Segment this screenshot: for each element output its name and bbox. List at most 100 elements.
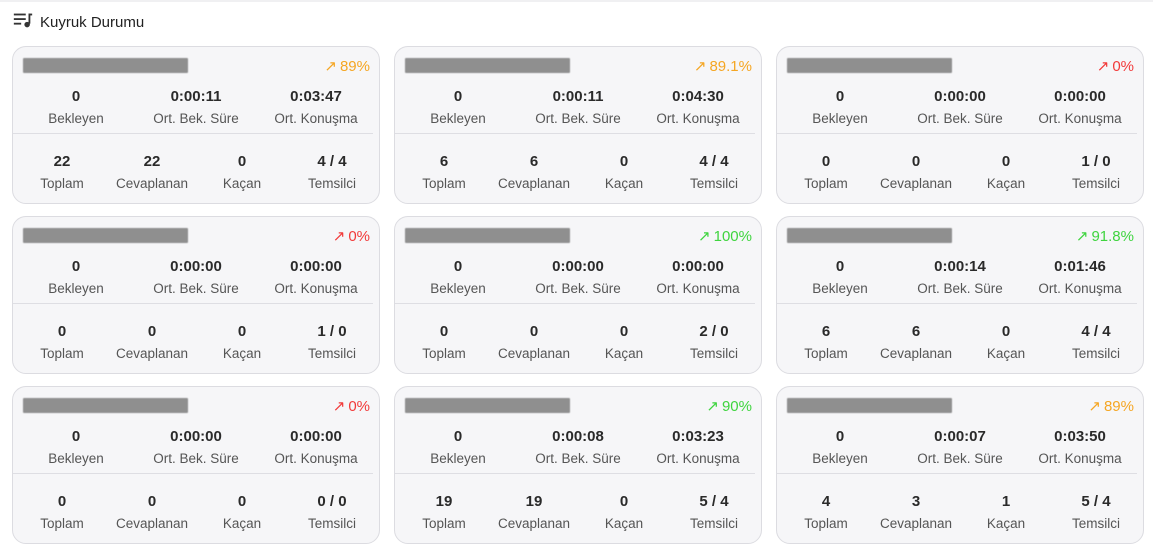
queue-name-redacted xyxy=(787,398,952,413)
stat-value: 0:04:30 xyxy=(672,88,724,105)
stat-label: Ort. Bek. Süre xyxy=(153,111,239,126)
queue-card[interactable]: ↗ 89% 0 Bekleyen 0:00:11 Ort. Bek. Süre … xyxy=(12,46,380,204)
stat-label: Bekleyen xyxy=(430,281,486,296)
stat-ort-bek-sure: 0:00:00 Ort. Bek. Süre xyxy=(900,87,1020,128)
queue-name-redacted xyxy=(405,228,570,243)
stat-ort-konusma: 0:03:50 Ort. Konuşma xyxy=(1020,427,1140,468)
stat-label: Ort. Bek. Süre xyxy=(917,451,1003,466)
stat-bekleyen: 0 Bekleyen xyxy=(398,257,518,298)
stat-value: 0:00:14 xyxy=(934,258,986,275)
stats-bottom-row: 0 Toplam 0 Cevaplanan 0 Kaçan 2 / 0 Tems… xyxy=(399,322,759,363)
queue-card[interactable]: ↗ 91.8% 0 Bekleyen 0:00:14 Ort. Bek. Sür… xyxy=(776,216,1144,374)
stat-value: 0 xyxy=(821,153,831,170)
stat-value: 0 xyxy=(147,493,157,510)
stat-ort-bek-sure: 0:00:00 Ort. Bek. Süre xyxy=(136,427,256,468)
queue-card[interactable]: ↗ 89% 0 Bekleyen 0:00:07 Ort. Bek. Süre … xyxy=(776,386,1144,544)
stats-top-row: 0 Bekleyen 0:00:00 Ort. Bek. Süre 0:00:0… xyxy=(780,87,1140,128)
service-level-badge: ↗ 0% xyxy=(332,227,370,246)
stat-value: 0:00:00 xyxy=(672,258,724,275)
queue-card[interactable]: ↗ 0% 0 Bekleyen 0:00:00 Ort. Bek. Süre 0… xyxy=(776,46,1144,204)
stat-temsilci: 5 / 4 Temsilci xyxy=(669,492,759,533)
stat-label: Toplam xyxy=(422,176,466,191)
stat-label: Bekleyen xyxy=(812,451,868,466)
stat-label: Ort. Konuşma xyxy=(656,451,740,466)
stat-value: 5 / 4 xyxy=(699,493,729,510)
stat-ort-konusma: 0:03:23 Ort. Konuşma xyxy=(638,427,758,468)
stat-label: Toplam xyxy=(422,346,466,361)
service-level-value: 100% xyxy=(713,227,752,245)
stat-label: Cevaplanan xyxy=(497,516,571,531)
stat-label: Kaçan xyxy=(222,346,262,361)
stat-label: Bekleyen xyxy=(812,111,868,126)
stat-value: 0 xyxy=(453,428,463,445)
stat-toplam: 0 Toplam xyxy=(781,152,871,193)
service-level-badge: ↗ 89.1% xyxy=(693,57,752,76)
stat-value: 0 xyxy=(1001,153,1011,170)
stat-label: Kaçan xyxy=(222,176,262,191)
stat-label: Temsilci xyxy=(307,176,356,191)
queue-card[interactable]: ↗ 90% 0 Bekleyen 0:00:08 Ort. Bek. Süre … xyxy=(394,386,762,544)
service-level-value: 0% xyxy=(348,227,370,245)
stat-value: 0 xyxy=(147,323,157,340)
trend-up-arrow-icon: ↗ xyxy=(332,228,346,245)
stat-value: 0 xyxy=(835,88,845,105)
queue-name-redacted xyxy=(787,58,952,73)
stat-label: Bekleyen xyxy=(812,281,868,296)
stat-label: Cevaplanan xyxy=(879,346,953,361)
service-level-badge: ↗ 90% xyxy=(706,397,752,416)
stat-label: Temsilci xyxy=(1071,176,1120,191)
stat-value: 0:00:00 xyxy=(290,258,342,275)
queue-card[interactable]: ↗ 89.1% 0 Bekleyen 0:00:11 Ort. Bek. Sür… xyxy=(394,46,762,204)
stat-temsilci: 1 / 0 Temsilci xyxy=(287,322,377,363)
card-divider xyxy=(777,473,1137,474)
stat-value: 0 xyxy=(619,153,629,170)
stat-label: Kaçan xyxy=(986,516,1026,531)
stat-value: 0:00:00 xyxy=(170,428,222,445)
stat-toplam: 19 Toplam xyxy=(399,492,489,533)
stat-kacan: 1 Kaçan xyxy=(961,492,1051,533)
top-border xyxy=(0,0,1153,2)
stat-bekleyen: 0 Bekleyen xyxy=(780,427,900,468)
queue-card[interactable]: ↗ 0% 0 Bekleyen 0:00:00 Ort. Bek. Süre 0… xyxy=(12,216,380,374)
queue-name-redacted xyxy=(405,398,570,413)
stat-label: Toplam xyxy=(804,346,848,361)
stat-ort-bek-sure: 0:00:11 Ort. Bek. Süre xyxy=(136,87,256,128)
page-title: Kuyruk Durumu xyxy=(40,13,145,31)
page-header: Kuyruk Durumu xyxy=(12,10,144,34)
stats-top-row: 0 Bekleyen 0:00:11 Ort. Bek. Süre 0:04:3… xyxy=(398,87,758,128)
stat-label: Ort. Konuşma xyxy=(1038,281,1122,296)
stat-ort-konusma: 0:00:00 Ort. Konuşma xyxy=(638,257,758,298)
card-divider xyxy=(777,303,1137,304)
stat-kacan: 0 Kaçan xyxy=(197,152,287,193)
stat-label: Temsilci xyxy=(1071,516,1120,531)
stat-label: Temsilci xyxy=(307,516,356,531)
stat-value: 0 xyxy=(1001,323,1011,340)
queue-card[interactable]: ↗ 0% 0 Bekleyen 0:00:00 Ort. Bek. Süre 0… xyxy=(12,386,380,544)
stat-temsilci: 5 / 4 Temsilci xyxy=(1051,492,1141,533)
stat-value: 0:00:00 xyxy=(934,88,986,105)
stat-bekleyen: 0 Bekleyen xyxy=(398,87,518,128)
trend-up-arrow-icon: ↗ xyxy=(693,58,707,75)
queue-card[interactable]: ↗ 100% 0 Bekleyen 0:00:00 Ort. Bek. Süre… xyxy=(394,216,762,374)
stat-kacan: 0 Kaçan xyxy=(961,152,1051,193)
stat-value: 22 xyxy=(143,153,161,170)
trend-up-arrow-icon: ↗ xyxy=(706,398,719,415)
stat-label: Ort. Konuşma xyxy=(656,111,740,126)
stats-top-row: 0 Bekleyen 0:00:00 Ort. Bek. Süre 0:00:0… xyxy=(16,427,376,468)
stat-label: Temsilci xyxy=(689,346,738,361)
stat-ort-bek-sure: 0:00:00 Ort. Bek. Süre xyxy=(518,257,638,298)
stat-ort-konusma: 0:00:00 Ort. Konuşma xyxy=(256,427,376,468)
stat-ort-bek-sure: 0:00:14 Ort. Bek. Süre xyxy=(900,257,1020,298)
stat-label: Toplam xyxy=(40,516,84,531)
stat-value: 0:00:07 xyxy=(934,428,986,445)
stat-value: 0:00:00 xyxy=(552,258,604,275)
stat-value: 0 xyxy=(529,323,539,340)
stat-value: 0 xyxy=(911,153,921,170)
stat-label: Toplam xyxy=(804,516,848,531)
stat-cevaplanan: 0 Cevaplanan xyxy=(107,322,197,363)
stat-label: Cevaplanan xyxy=(879,176,953,191)
stat-label: Cevaplanan xyxy=(115,516,189,531)
trend-up-arrow-icon: ↗ xyxy=(698,228,711,245)
stat-label: Toplam xyxy=(40,346,84,361)
stat-toplam: 0 Toplam xyxy=(399,322,489,363)
